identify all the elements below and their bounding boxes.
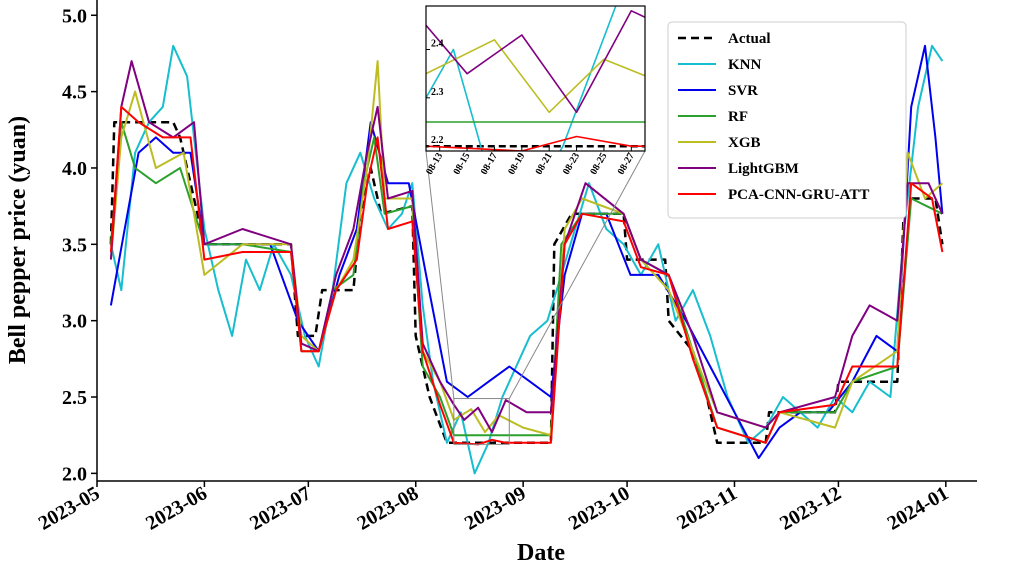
inset-x-tick-label: 08-17 xyxy=(479,151,500,177)
legend-label: XGB xyxy=(728,135,761,151)
legend-label: RF xyxy=(728,109,748,125)
legend-label: Actual xyxy=(728,31,771,47)
inset-series-line-6 xyxy=(426,135,645,151)
inset-series-line-1 xyxy=(426,6,617,151)
inset-x-tick-label: 08-15 xyxy=(451,151,472,177)
x-axis-title: Date xyxy=(517,540,565,565)
inset-series-layer xyxy=(426,6,645,151)
y-tick-label: 3.5 xyxy=(62,234,87,256)
legend: Actual KNN SVR RF XGB LightGBM PCA-CNN-GRU-ATT xyxy=(667,21,907,219)
inset-background xyxy=(426,6,645,151)
y-tick-label: 5.0 xyxy=(62,5,87,27)
series-line-5 xyxy=(109,60,944,434)
inset-x-tick-label: 08-13 xyxy=(424,151,445,177)
y-tick-label: 4.0 xyxy=(62,158,87,180)
series-line-6 xyxy=(109,105,944,446)
inset-x-tick-label: 08-27 xyxy=(616,151,637,177)
y-tick-label: 4.5 xyxy=(62,82,87,104)
inset-y-tick-label: 2.4 xyxy=(431,39,444,50)
x-tick-label: 2023-06 xyxy=(142,482,211,534)
y-tick-label: 3.0 xyxy=(62,311,87,333)
inset-y-tick-label: 2.3 xyxy=(431,87,444,98)
inset-x-tick-label: 08-23 xyxy=(561,151,582,177)
legend-box xyxy=(667,21,907,219)
zoom-region-box xyxy=(453,398,510,445)
x-tick-label: 2023-05 xyxy=(35,482,104,534)
x-tick-label: 2023-09 xyxy=(461,482,530,534)
inset-x-tick-label: 08-21 xyxy=(534,151,555,177)
inset-zoom-chart: 2.2 2.3 2.4 08-13 08-15 08-17 08-19 08-21 08-23 0… xyxy=(424,5,646,177)
series-layer xyxy=(109,44,944,475)
legend-label: PCA-CNN-GRU-ATT xyxy=(728,187,869,203)
inset-frame xyxy=(425,5,646,152)
inset-x-tick-label: 08-25 xyxy=(588,151,609,177)
inset-series-line-5 xyxy=(426,10,645,114)
zoom-indicator xyxy=(425,150,646,445)
inset-x-tick-label: 08-19 xyxy=(506,151,527,177)
x-tick-label: 2023-10 xyxy=(565,482,634,534)
inset-series-line-4 xyxy=(426,38,645,114)
inset-y-tick-label: 2.2 xyxy=(431,135,444,146)
zoom-connector-left xyxy=(425,150,455,399)
x-tick-label: 2023-11 xyxy=(673,482,741,534)
y-axis-title: Bell pepper price (yuan) xyxy=(5,116,31,364)
y-tick-label: 2.5 xyxy=(62,387,87,409)
x-tick-label: 2024-01 xyxy=(884,482,953,534)
x-tick-label: 2023-07 xyxy=(246,482,315,534)
legend-label: SVR xyxy=(728,83,758,99)
x-ticks: 2023-05 2023-06 2023-07 2023-08 2023-09 2023-… xyxy=(35,481,953,535)
zoom-connector-right xyxy=(508,150,646,399)
y-ticks: 2.0 2.5 3.0 3.5 4.0 4.5 5.0 xyxy=(62,5,97,485)
y-tick-label: 2.0 xyxy=(62,463,87,485)
legend-label: LightGBM xyxy=(728,161,799,177)
x-tick-label: 2023-08 xyxy=(354,482,423,534)
legend-label: KNN xyxy=(728,57,762,73)
x-tick-label: 2023-12 xyxy=(776,482,845,534)
